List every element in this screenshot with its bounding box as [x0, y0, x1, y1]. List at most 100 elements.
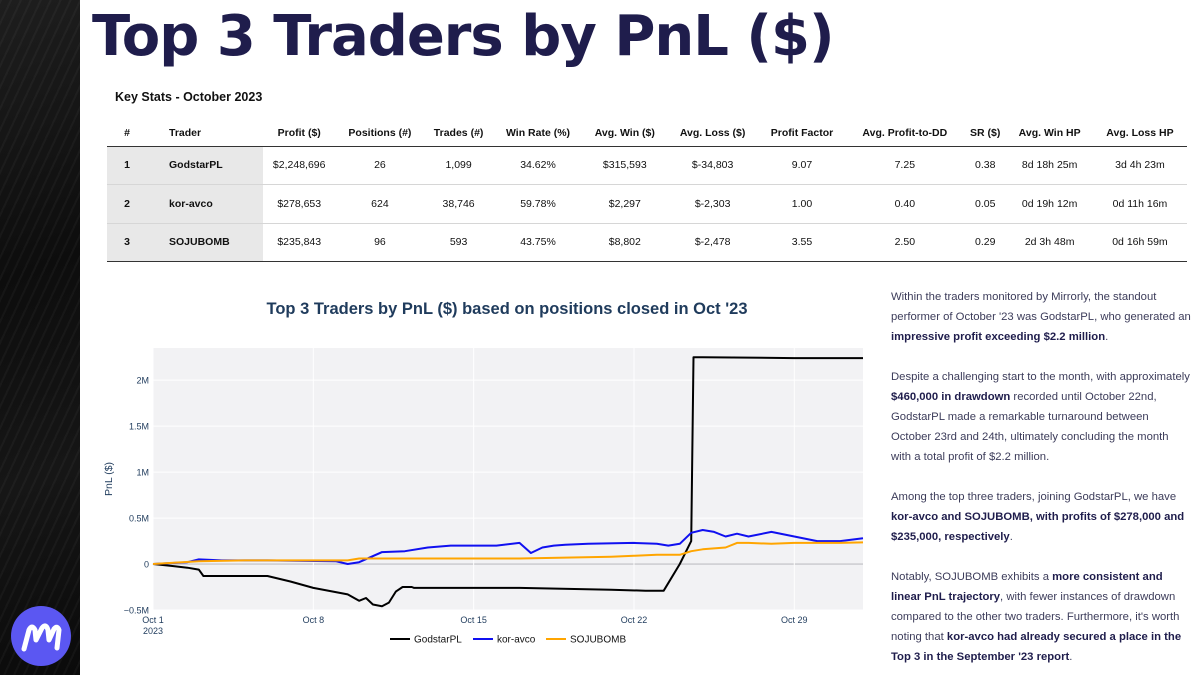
table-cell: 0d 11h 16m: [1092, 184, 1187, 224]
column-header: Avg. Loss HP: [1092, 120, 1187, 147]
table-cell: $2,248,696: [262, 146, 336, 186]
body-text: .: [1105, 331, 1109, 343]
highlighted-text: more consistent and linear PnL trajector…: [891, 571, 1163, 603]
series-line-kor-avco[interactable]: [152, 529, 864, 565]
table-row: 2 kor-avco $278,653 624 38,746 59.78% $2,297 $-…: [107, 184, 1187, 224]
table-cell: 9.07: [758, 146, 846, 186]
y-tick-label: −0.5M: [124, 606, 149, 616]
table-cell: 26: [335, 146, 424, 186]
y-tick-label: 2M: [136, 376, 149, 386]
highlighted-text: kor-avco had already secured a place in …: [891, 631, 1182, 663]
chart-legend[interactable]: GodstarPL kor-avco SOJUBOMB: [390, 635, 626, 646]
highlighted-text: $460,000 in drawdown: [891, 391, 1011, 403]
table-cell: 2d 3h 48m: [1006, 223, 1093, 263]
table-cell: $-2,478: [666, 223, 759, 263]
x-tick-label: Oct 15: [460, 615, 487, 625]
table-cell: 0d 19h 12m: [1006, 184, 1093, 224]
column-header: Avg. Profit-to-DD: [845, 120, 965, 147]
table-cell: 3d 4h 23m: [1092, 146, 1187, 186]
table-cell: 1.00: [758, 184, 846, 224]
table-cell: 34.62%: [493, 146, 583, 186]
column-header: Positions (#): [335, 120, 424, 147]
page-title: Top 3 Traders by PnL ($): [92, 4, 835, 69]
trader-name-cell: kor-avco: [147, 184, 263, 224]
table-cell: 1,099: [423, 146, 494, 186]
table-cell: 59.78%: [493, 184, 583, 224]
column-header: Win Rate (%): [493, 120, 583, 147]
table-cell: 624: [335, 184, 424, 224]
body-text: Within the traders monitored by Mirrorly…: [891, 291, 1191, 323]
table-cell: $-34,803: [666, 146, 759, 186]
narrative-text: Within the traders monitored by Mirrorly…: [891, 287, 1191, 675]
table-cell: 1: [107, 146, 147, 186]
x-axis-ticks: Oct 1 2023 Oct 8 Oct 15 Oct 22 Oct 29: [142, 615, 807, 636]
narrative-paragraph: Despite a challenging start to the month…: [891, 367, 1191, 467]
body-text: .: [1069, 651, 1073, 663]
series-lines: [152, 356, 864, 608]
key-stats-table: # Trader Profit ($) Positions (#) Trades (#)…: [107, 120, 1187, 263]
table-cell: 593: [423, 223, 494, 263]
table-cell: $2,297: [582, 184, 667, 224]
table-cell: 43.75%: [493, 223, 583, 263]
table-cell: $235,843: [262, 223, 336, 263]
table-cell: 2: [107, 184, 147, 224]
highlighted-text: kor-avco and SOJUBOMB, with profits of $…: [891, 511, 1185, 543]
mirrorly-m-icon: [21, 623, 62, 652]
table-row: 1 GodstarPL $2,248,696 26 1,099 34.62% $315,59…: [107, 146, 1187, 186]
highlighted-text: impressive profit exceeding $2.2 million: [891, 331, 1106, 343]
table-cell: 0d 16h 59m: [1092, 223, 1187, 263]
legend-item-sojubomb[interactable]: SOJUBOMB: [570, 635, 626, 646]
mirrorly-logo[interactable]: [11, 606, 71, 666]
table-cell: $8,802: [582, 223, 667, 263]
column-header: Avg. Win ($): [582, 120, 667, 147]
column-header: Avg. Loss ($): [666, 120, 759, 147]
body-text: Notably, SOJUBOMB exhibits a: [891, 571, 1053, 583]
table-cell: $-2,303: [666, 184, 759, 224]
trader-name-cell: SOJUBOMB: [147, 223, 263, 263]
table-cell: 96: [335, 223, 424, 263]
table-cell: 0.29: [964, 223, 1007, 263]
table-cell: 0.40: [845, 184, 965, 224]
column-header: Avg. Win HP: [1006, 120, 1093, 147]
x-tick-label: Oct 22: [621, 615, 648, 625]
body-text: Among the top three traders, joining God…: [891, 491, 1177, 503]
x-tick-label: Oct 29: [781, 615, 808, 625]
gridlines: [152, 348, 863, 611]
table-cell: 3: [107, 223, 147, 263]
table-cell: 7.25: [845, 146, 965, 186]
y-tick-label: 1.5M: [129, 422, 149, 432]
column-header: Profit ($): [262, 120, 336, 147]
table-row: 3 SOJUBOMB $235,843 96 593 43.75% $8,802 $-2,47…: [107, 223, 1187, 263]
table-cell: $278,653: [262, 184, 336, 224]
trader-name-cell: GodstarPL: [147, 146, 263, 186]
table-cell: 38,746: [423, 184, 494, 224]
column-header: Profit Factor: [758, 120, 846, 147]
column-header: Trader: [147, 120, 263, 147]
table-cell: 8d 18h 25m: [1006, 146, 1093, 186]
body-text: , with fewer instances of drawdown compa…: [891, 591, 1180, 643]
narrative-paragraph: Notably, SOJUBOMB exhibits a more consis…: [891, 567, 1191, 667]
x-tick-label: Oct 1 2023: [142, 615, 164, 636]
table-header-row: # Trader Profit ($) Positions (#) Trades (#)…: [107, 120, 1187, 147]
y-axis-ticks: −0.5M 0 0.5M 1M 1.5M 2M: [124, 376, 149, 616]
x-tick-label: Oct 8: [303, 615, 325, 625]
table-cell: $315,593: [582, 146, 667, 186]
body-text: Despite a challenging start to the month…: [891, 371, 1190, 383]
narrative-paragraph: Within the traders monitored by Mirrorly…: [891, 287, 1191, 347]
table-cell: 0.38: [964, 146, 1007, 186]
plot-area: [153, 348, 863, 610]
column-header: Trades (#): [423, 120, 494, 147]
legend-item-kor-avco[interactable]: kor-avco: [497, 635, 536, 646]
table-cell: 0.05: [964, 184, 1007, 224]
series-line-sojubomb[interactable]: [152, 541, 864, 565]
series-line-godstarpl[interactable]: [152, 356, 863, 608]
y-axis-label: PnL ($): [103, 462, 115, 496]
body-text: .: [1009, 531, 1013, 543]
y-tick-label: 1M: [136, 468, 149, 478]
table-cell: 3.55: [758, 223, 846, 263]
legend-item-godstarpl[interactable]: GodstarPL: [414, 635, 462, 646]
key-stats-label: Key Stats - October 2023: [115, 90, 263, 104]
chart-title: Top 3 Traders by PnL ($) based on positi…: [266, 300, 748, 318]
table-cell: 2.50: [845, 223, 965, 263]
